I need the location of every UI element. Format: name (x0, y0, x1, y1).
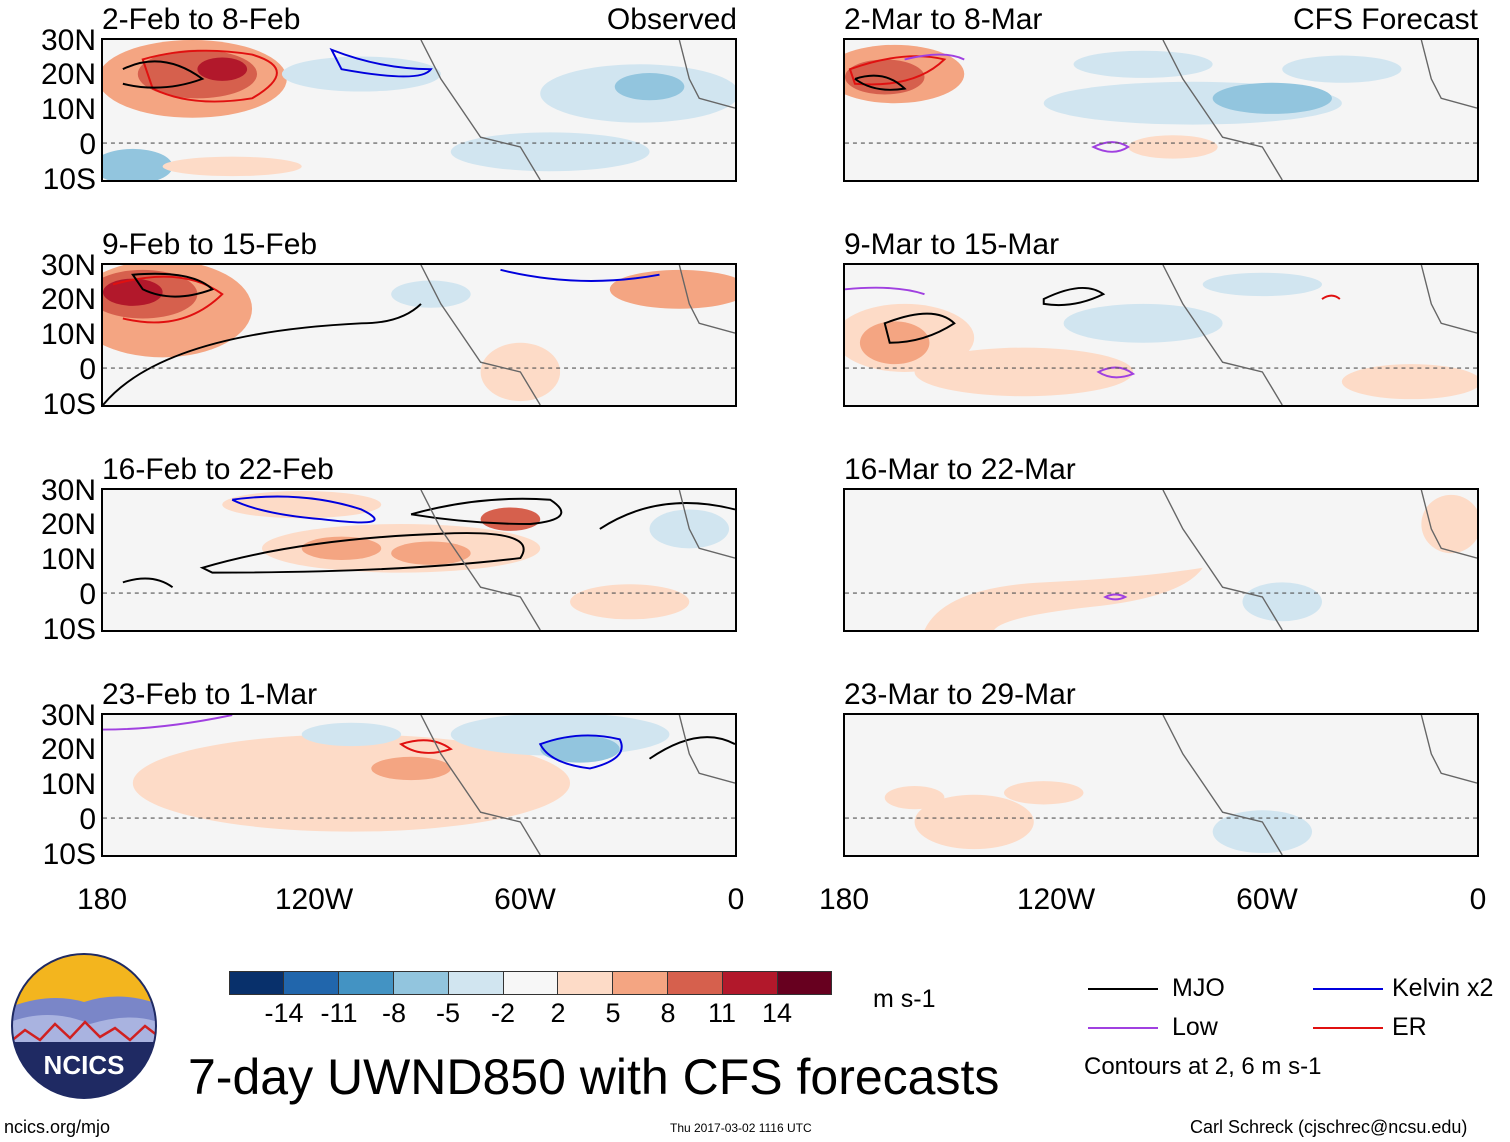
legend-line-low (1088, 1027, 1158, 1029)
y-label-30n-r1: 30N (40, 24, 96, 57)
colorbar-swatch (558, 971, 614, 995)
footer-author: Carl Schreck (cjschrec@ncsu.edu) (1190, 1117, 1468, 1137)
legend-label-kelvin: Kelvin x2 (1392, 974, 1494, 1002)
x-label-60w-left: 60W (494, 883, 556, 916)
map-panel-obs-2[interactable] (101, 263, 737, 407)
x-label-180-right: 180 (818, 883, 870, 916)
panel-title-fcst-1: 2-Mar to 8-Mar (844, 3, 1043, 36)
x-label-60w-right: 60W (1236, 883, 1298, 916)
ncics-logo: NCICS (10, 952, 158, 1100)
y-label-20n-r3: 20N (40, 508, 96, 541)
x-label-120w-left: 120W (274, 883, 354, 916)
x-label-120w-right: 120W (1016, 883, 1096, 916)
colorbar-swatch (613, 971, 669, 995)
colorbar-swatch (448, 971, 504, 995)
y-label-0-r2: 0 (79, 353, 96, 386)
panel-title-obs-4: 23-Feb to 1-Mar (102, 678, 318, 711)
y-label-20n-r1: 20N (40, 58, 96, 91)
y-label-30n-r2: 30N (40, 249, 96, 282)
footer-url[interactable]: ncics.org/mjo (4, 1117, 111, 1137)
map-panel-fcst-3[interactable] (843, 488, 1479, 632)
colorbar-tick: -5 (435, 998, 461, 1028)
map-panel-obs-1[interactable] (101, 38, 737, 182)
y-label-10s-r2: 10S (42, 388, 96, 421)
y-label-10s-r1: 10S (42, 163, 96, 196)
map-panel-fcst-1[interactable] (843, 38, 1479, 182)
map-panel-obs-4[interactable] (101, 713, 737, 857)
y-label-20n-r4: 20N (40, 733, 96, 766)
y-label-10s-r4: 10S (42, 838, 96, 871)
colorbar-tick: 2 (550, 998, 566, 1028)
colorbar-tick: -14 (264, 998, 304, 1028)
y-label-0-r3: 0 (79, 578, 96, 611)
colorbar-tick: -2 (490, 998, 516, 1028)
y-label-10n-r2: 10N (40, 318, 96, 351)
colorbar-swatch (338, 971, 394, 995)
y-label-10s-r3: 10S (42, 613, 96, 646)
panel-title-obs-3: 16-Feb to 22-Feb (102, 453, 334, 486)
y-label-20n-r2: 20N (40, 283, 96, 316)
x-label-180-left: 180 (76, 883, 128, 916)
colorbar-tick: 8 (660, 998, 676, 1028)
y-label-30n-r4: 30N (40, 699, 96, 732)
observed-header: Observed (606, 3, 737, 36)
panel-title-fcst-4: 23-Mar to 29-Mar (844, 678, 1076, 711)
panel-title-fcst-2: 9-Mar to 15-Mar (844, 228, 1060, 261)
y-label-30n-r3: 30N (40, 474, 96, 507)
y-label-0-r4: 0 (79, 803, 96, 836)
colorbar-tick: -11 (320, 998, 358, 1028)
y-label-10n-r1: 10N (40, 93, 96, 126)
colorbar (229, 971, 832, 995)
legend-line-mjo (1088, 988, 1158, 990)
legend-line-er (1313, 1027, 1383, 1029)
y-label-0-r1: 0 (79, 128, 96, 161)
forecast-header: CFS Forecast (1292, 3, 1478, 36)
x-label-0-right: 0 (1469, 883, 1487, 916)
panel-title-obs-2: 9-Feb to 15-Feb (102, 228, 318, 261)
map-panel-obs-3[interactable] (101, 488, 737, 632)
logo-text: NCICS (44, 1050, 125, 1080)
colorbar-tick: 11 (707, 998, 737, 1028)
colorbar-swatch (778, 971, 832, 995)
colorbar-tick: -8 (381, 998, 407, 1028)
colorbar-frame (229, 971, 832, 995)
colorbar-tick: 5 (605, 998, 621, 1028)
footer-timestamp: Thu 2017-03-02 1116 UTC (670, 1121, 812, 1135)
colorbar-swatch (393, 971, 449, 995)
legend-label-mjo: MJO (1172, 974, 1225, 1002)
colorbar-swatch (503, 971, 559, 995)
panel-title-obs-1: 2-Feb to 8-Feb (102, 3, 301, 36)
map-panel-fcst-4[interactable] (843, 713, 1479, 857)
x-label-0-left: 0 (727, 883, 745, 916)
legend-label-er: ER (1392, 1013, 1427, 1041)
legend-line-kelvin (1313, 988, 1383, 990)
map-panel-fcst-2[interactable] (843, 263, 1479, 407)
colorbar-swatch (229, 971, 284, 995)
contour-note: Contours at 2, 6 m s-1 (1084, 1053, 1322, 1080)
colorbar-swatch (283, 971, 339, 995)
colorbar-swatch (668, 971, 724, 995)
y-label-10n-r3: 10N (40, 543, 96, 576)
units-label: m s-1 (873, 985, 936, 1013)
y-label-10n-r4: 10N (40, 768, 96, 801)
panel-title-fcst-3: 16-Mar to 22-Mar (844, 453, 1076, 486)
colorbar-swatch (723, 971, 779, 995)
legend-label-low: Low (1172, 1013, 1218, 1041)
colorbar-tick: 14 (761, 998, 793, 1028)
main-title: 7-day UWND850 with CFS forecasts (188, 1049, 1000, 1105)
